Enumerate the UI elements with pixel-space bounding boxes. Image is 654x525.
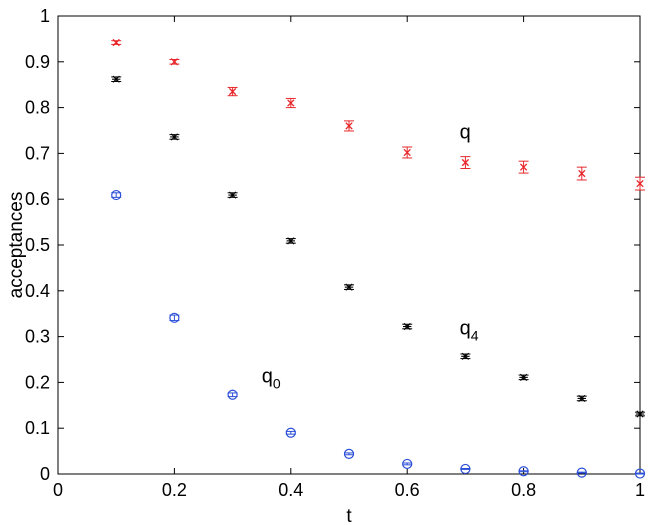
data-point: [170, 58, 179, 66]
x-tick-label: 0.6: [395, 480, 420, 500]
data-point: [228, 191, 237, 199]
data-point: [636, 179, 644, 188]
x-tick-label: 0.8: [511, 480, 536, 500]
error-bar: [285, 430, 296, 435]
data-point: [287, 99, 295, 107]
y-tick-label: 1: [40, 6, 50, 26]
y-tick-label: 0.1: [25, 418, 50, 438]
y-tick-label: 0.3: [25, 327, 50, 347]
data-point: [577, 394, 586, 403]
error-bar: [518, 470, 529, 473]
data-point: [634, 468, 646, 479]
axis-ticks: 0 0.2 0.4 0.6 0.8 1 0 0.1 0.2 0.3 0.4 0.5 0.6 0.7 0.8 0…: [25, 6, 645, 500]
y-tick-label: 0.9: [25, 52, 50, 72]
y-tick-label: 0: [40, 464, 50, 484]
series-2: [111, 189, 646, 479]
data-point: [403, 322, 412, 331]
error-bar: [111, 192, 122, 198]
data-point: [112, 38, 120, 47]
series-1: [111, 75, 645, 418]
data-marks: [111, 38, 646, 479]
error-bar: [227, 392, 238, 398]
y-axis-label: acceptances: [6, 192, 27, 299]
x-tick-label: 0.2: [162, 480, 187, 500]
data-point: [112, 75, 121, 83]
data-point: [403, 148, 411, 157]
data-point: [169, 312, 180, 323]
data-point: [518, 466, 529, 477]
data-point: [461, 158, 470, 167]
data-point: [228, 87, 237, 96]
data-point: [519, 373, 528, 381]
error-bar: [635, 472, 645, 475]
x-tick-label: 1: [635, 480, 645, 500]
y-tick-label: 0.5: [25, 235, 50, 255]
plot-area: [57, 15, 641, 475]
data-point: [519, 163, 528, 171]
data-point: [286, 237, 295, 245]
data-point: [635, 410, 645, 418]
data-point: [227, 389, 238, 400]
x-axis-label: t: [346, 506, 352, 525]
y-tick-label: 0.8: [25, 98, 50, 118]
data-point: [460, 463, 471, 475]
y-tick-label: 0.2: [25, 372, 50, 392]
data-point: [344, 283, 354, 291]
data-point: [402, 458, 413, 470]
error-bar: [460, 468, 471, 470]
series-annotation: q0: [262, 365, 281, 391]
data-point: [111, 189, 122, 201]
series-0: [111, 38, 645, 191]
y-tick-label: 0.6: [25, 189, 50, 209]
x-tick-label: 0: [53, 480, 63, 500]
data-point: [345, 122, 353, 130]
y-tick-label: 0.4: [25, 281, 50, 301]
error-bar: [576, 471, 587, 474]
data-point: [576, 467, 587, 478]
y-tick-label: 0.7: [25, 143, 50, 163]
data-point: [285, 427, 296, 438]
data-point: [578, 169, 586, 178]
data-point: [170, 133, 179, 141]
error-bar: [344, 452, 354, 456]
series-annotation: q: [460, 122, 471, 144]
data-point: [461, 352, 470, 360]
data-point: [343, 448, 355, 459]
annotations: q q4 q0: [262, 122, 479, 392]
series-annotation: q4: [460, 317, 479, 343]
x-tick-label: 0.4: [278, 480, 303, 500]
error-bar: [402, 462, 413, 466]
